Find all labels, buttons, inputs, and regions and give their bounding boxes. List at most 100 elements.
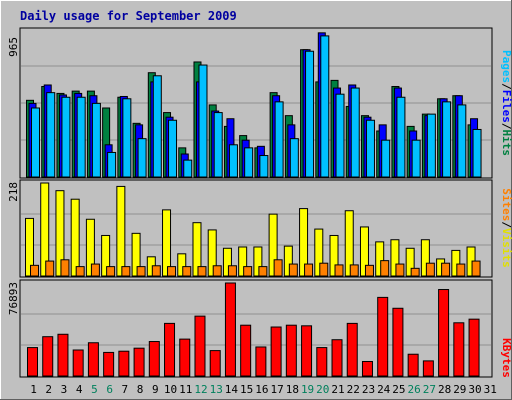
axis-label-visits: Visits <box>500 228 512 268</box>
sites-bar-day-1 <box>30 264 39 277</box>
visits-panel-bars <box>21 182 491 277</box>
pages-bar-day-28 <box>442 101 452 178</box>
visits-bar-day-25 <box>390 239 400 277</box>
day-label-5: 5 <box>91 383 98 396</box>
pages-bar-day-26 <box>411 139 421 178</box>
day-label-30: 30 <box>468 383 481 396</box>
sites-bar-day-2 <box>45 260 55 277</box>
axis-label-separator: / <box>500 123 512 130</box>
kbytes-bar-day-19 <box>301 325 313 377</box>
axis-label-sites: Sites <box>500 188 512 221</box>
sites-bar-day-24 <box>380 260 390 277</box>
day-label-14: 14 <box>225 383 239 396</box>
pages-bar-day-2 <box>46 92 56 178</box>
hits-files-pages-panel: 965 Pages/Files/Hits <box>7 27 512 179</box>
pages-bar-day-27 <box>426 113 436 178</box>
day-label-31: 31 <box>484 383 497 396</box>
day-label-20: 20 <box>316 383 329 396</box>
axis-label-separator: / <box>500 83 512 90</box>
day-label-9: 9 <box>152 383 159 396</box>
sites-bar-day-29 <box>456 263 466 277</box>
day-label-15: 15 <box>240 383 253 396</box>
pages-bar-day-23 <box>365 119 375 178</box>
hits-panel-axis-label: Pages/Files/Hits <box>500 50 512 156</box>
day-label-7: 7 <box>122 383 129 396</box>
kbytes-bar-day-1 <box>27 347 38 377</box>
visits-bar-day-27 <box>420 239 430 277</box>
kbytes-bar-day-14 <box>224 282 236 377</box>
kbytes-bar-day-21 <box>331 339 343 377</box>
x-axis-day-labels: 1 2 3 4 5 6 7 8 9 10 11 12 13 14 15 16 17 18 19 20 21 22 23 24 2… <box>30 383 497 396</box>
sites-bar-day-13 <box>212 265 222 277</box>
day-label-18: 18 <box>286 383 299 396</box>
kbytes-bar-day-22 <box>346 322 358 377</box>
visits-bar-day-20 <box>314 228 324 277</box>
sites-bar-day-6 <box>106 266 116 277</box>
day-label-26: 26 <box>408 383 421 396</box>
visits-bar-day-15 <box>238 246 248 277</box>
hits-panel-bars <box>21 32 491 178</box>
kbytes-bar-day-17 <box>270 326 282 377</box>
kbytes-bar-day-24 <box>377 296 389 377</box>
sites-bar-day-25 <box>395 263 405 277</box>
kbytes-bar-day-23 <box>361 360 373 377</box>
sites-bar-day-16 <box>258 266 268 277</box>
pages-bar-day-16 <box>259 155 269 178</box>
day-label-23: 23 <box>362 383 375 396</box>
pages-bar-day-24 <box>381 139 391 178</box>
sites-bar-day-27 <box>425 262 435 277</box>
chart-title: Daily usage for September 2009 <box>20 9 237 23</box>
visits-bar-day-18 <box>283 245 293 277</box>
visits-bar-day-17 <box>268 213 278 277</box>
visits-bar-day-12 <box>192 222 202 277</box>
pages-bar-day-9 <box>152 75 162 178</box>
pages-bar-day-1 <box>31 107 40 178</box>
pages-bar-day-15 <box>244 147 254 178</box>
visits-sites-panel: 218 Sites/Visits <box>7 179 512 278</box>
sites-bar-day-5 <box>90 263 100 277</box>
pages-bar-day-14 <box>228 144 238 178</box>
visits-bar-day-24 <box>375 241 385 277</box>
sites-bar-day-4 <box>75 266 85 277</box>
visits-bar-day-19 <box>299 208 309 277</box>
sites-bar-day-8 <box>136 266 146 277</box>
visits-bar-day-5 <box>85 218 95 277</box>
pages-bar-day-6 <box>107 151 117 178</box>
pages-bar-day-22 <box>350 87 360 178</box>
day-label-8: 8 <box>137 383 144 396</box>
pages-bar-day-17 <box>274 101 284 178</box>
pages-bar-day-18 <box>289 138 299 178</box>
visits-bar-day-6 <box>101 234 111 277</box>
axis-label-files: Files <box>500 90 512 123</box>
kbytes-bar-day-4 <box>72 349 84 377</box>
visits-bar-day-22 <box>344 210 354 277</box>
sites-bar-day-21 <box>334 264 344 277</box>
day-label-4: 4 <box>76 383 83 396</box>
visits-bar-day-8 <box>131 232 141 277</box>
day-label-1: 1 <box>30 383 37 396</box>
visits-bar-day-16 <box>253 246 263 277</box>
pages-bar-day-10 <box>168 119 178 178</box>
pages-bar-day-20 <box>320 35 330 178</box>
kbytes-panel-y-max-label: 76893 <box>7 282 20 315</box>
pages-bar-day-12 <box>198 64 208 178</box>
pages-bar-day-5 <box>91 102 101 178</box>
sites-bar-day-22 <box>349 264 359 277</box>
day-label-6: 6 <box>106 383 113 396</box>
day-label-10: 10 <box>164 383 177 396</box>
day-label-12: 12 <box>194 383 207 396</box>
day-label-17: 17 <box>270 383 283 396</box>
visits-bar-day-11 <box>177 253 187 277</box>
kbytes-bar-day-12 <box>194 315 206 377</box>
sites-bar-day-30 <box>471 260 481 277</box>
visits-bar-day-10 <box>162 209 172 277</box>
kbytes-bar-day-9 <box>148 341 160 377</box>
sites-bar-day-23 <box>364 264 374 277</box>
kbytes-bar-day-6 <box>103 351 115 377</box>
sites-bar-day-12 <box>197 266 207 277</box>
visits-bar-day-26 <box>405 247 415 277</box>
kbytes-bar-day-8 <box>133 347 145 377</box>
day-label-24: 24 <box>377 383 391 396</box>
